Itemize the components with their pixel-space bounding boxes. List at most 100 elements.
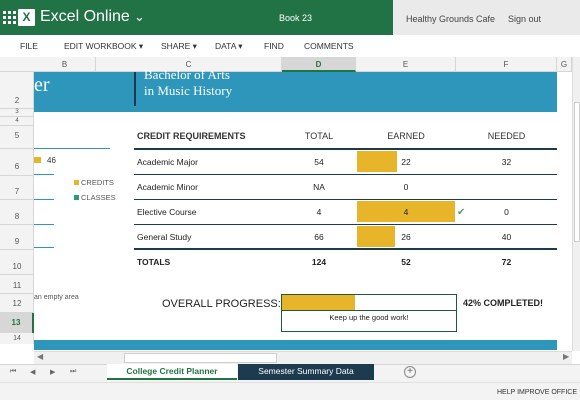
table-row-rule <box>134 174 557 175</box>
table-cell-earned[interactable]: 4 <box>403 207 409 217</box>
totals-earned[interactable]: 52 <box>401 257 411 267</box>
horizontal-scrollbar[interactable] <box>34 351 572 364</box>
banner-divider <box>134 72 136 106</box>
table-cell-needed[interactable]: 40 <box>501 232 512 242</box>
totals-needed[interactable]: 72 <box>501 257 512 267</box>
menu-data[interactable]: DATA ▾ <box>215 41 243 51</box>
column-header-g[interactable]: G <box>557 57 572 72</box>
totals-label: TOTALS <box>137 257 171 267</box>
table-row-label[interactable]: General Study <box>137 232 192 242</box>
menu-find[interactable]: FIND <box>264 41 284 51</box>
progress-box <box>281 294 457 332</box>
table-row-label[interactable]: Academic Major <box>137 157 198 167</box>
column-header-e[interactable]: E <box>356 57 456 72</box>
row-divider <box>0 108 34 109</box>
row-header-8[interactable]: 8 <box>14 212 20 221</box>
column-header-f[interactable]: F <box>456 57 557 72</box>
row-divider <box>0 116 34 117</box>
row-divider <box>0 175 34 176</box>
account-area <box>393 0 580 35</box>
status-bar <box>0 382 580 400</box>
table-row-rule <box>134 224 557 225</box>
row-divider <box>0 125 34 126</box>
menu-file[interactable]: FILE <box>20 41 38 51</box>
progress-bar-fill <box>282 295 355 310</box>
sidebar-rule <box>34 174 54 175</box>
credits-bar <box>34 157 41 163</box>
workbook-name[interactable]: Book 23 <box>279 13 313 23</box>
table-cell-needed[interactable]: 0 <box>504 207 509 217</box>
menu-bar <box>0 35 580 55</box>
row-header-12[interactable]: 12 <box>12 299 22 308</box>
classes-legend-swatch <box>74 195 79 200</box>
header-earned: EARNED <box>387 131 425 141</box>
first-sheet-icon[interactable]: ⏮ <box>10 368 17 375</box>
progress-message: Keep up the good work! <box>329 313 409 322</box>
chevron-down-icon[interactable]: ⌄ <box>134 9 145 24</box>
sign-out-link[interactable]: Sign out <box>508 14 542 24</box>
help-improve-office-link[interactable]: HELP IMPROVE OFFICE <box>497 389 577 396</box>
earned-bar <box>357 201 455 222</box>
next-sheet-icon[interactable]: ▶ <box>50 369 56 376</box>
menu-comments[interactable]: COMMENTS <box>304 41 354 51</box>
degree-banner <box>34 72 557 112</box>
degree-title-line2: in Music History <box>144 83 233 98</box>
degree-title-line1: Bachelor of Arts <box>144 67 230 82</box>
table-cell-earned[interactable]: 0 <box>403 182 409 192</box>
row-header-9[interactable]: 9 <box>14 237 20 246</box>
table-row-label[interactable]: Academic Minor <box>137 182 198 192</box>
classes-legend-label: CLASSES <box>81 193 116 202</box>
table-totals-rule <box>134 248 557 250</box>
row-header-10[interactable]: 10 <box>12 262 22 271</box>
tab-semester-summary-data[interactable]: Semester Summary Data <box>238 364 374 380</box>
row-divider <box>0 199 34 200</box>
row-divider <box>0 224 34 225</box>
row-divider <box>0 148 34 149</box>
footer-band <box>34 340 557 350</box>
table-row-label[interactable]: Elective Course <box>137 207 197 217</box>
table-cell-total[interactable]: 54 <box>314 157 324 167</box>
column-header-d[interactable]: D <box>282 57 356 72</box>
tab-college-credit-planner[interactable]: College Credit Planner <box>107 364 237 380</box>
row-header-13[interactable]: 13 <box>0 313 34 333</box>
row-header-11[interactable]: 11 <box>12 281 22 290</box>
banner-left-fragment: er <box>34 74 50 96</box>
column-header-b[interactable]: B <box>34 57 96 72</box>
previous-sheet-icon[interactable]: ◀ <box>30 369 36 376</box>
table-cell-needed[interactable]: 32 <box>501 157 512 167</box>
totals-total[interactable]: 124 <box>311 257 327 267</box>
row-header-14[interactable]: 14 <box>13 335 21 342</box>
row-header-4[interactable]: 4 <box>15 118 19 124</box>
scroll-left-icon[interactable]: ◀ <box>37 352 44 361</box>
table-cell-earned[interactable]: 22 <box>401 157 411 167</box>
row-divider <box>0 274 34 275</box>
column-header-c[interactable]: C <box>96 57 282 72</box>
app-launcher-icon[interactable] <box>0 9 16 27</box>
row-header-3[interactable]: 3 <box>15 109 19 115</box>
credits-legend-swatch <box>74 180 79 185</box>
earned-bar <box>357 151 397 172</box>
app-title[interactable]: Excel Online <box>40 8 130 25</box>
horizontal-scroll-thumb[interactable] <box>124 353 277 363</box>
row-header-7[interactable]: 7 <box>14 187 20 196</box>
table-cell-total[interactable]: 66 <box>314 232 324 242</box>
table-cell-total[interactable]: NA <box>313 182 325 192</box>
earned-bar <box>357 226 395 247</box>
menu-edit-workbook[interactable]: EDIT WORKBOOK ▾ <box>64 41 144 51</box>
row-header-5[interactable]: 5 <box>14 131 20 140</box>
table-header-rule <box>134 148 557 150</box>
checkmark-icon: ✔ <box>457 207 466 218</box>
row-divider <box>0 312 34 313</box>
menu-share[interactable]: SHARE ▾ <box>161 41 197 51</box>
row-header-6[interactable]: 6 <box>14 162 20 171</box>
vertical-scrollbar[interactable] <box>572 57 580 351</box>
add-sheet-icon[interactable]: + <box>404 366 416 378</box>
scroll-right-icon[interactable]: ▶ <box>563 352 570 361</box>
user-name[interactable]: Healthy Grounds Cafe <box>406 14 496 24</box>
table-cell-earned[interactable]: 26 <box>401 232 411 242</box>
row-header-2[interactable]: 2 <box>14 96 20 105</box>
last-sheet-icon[interactable]: ⏭ <box>70 368 77 375</box>
excel-logo-icon: X <box>18 9 35 26</box>
vertical-scroll-thumb[interactable] <box>574 102 580 242</box>
table-cell-total[interactable]: 4 <box>316 207 322 217</box>
